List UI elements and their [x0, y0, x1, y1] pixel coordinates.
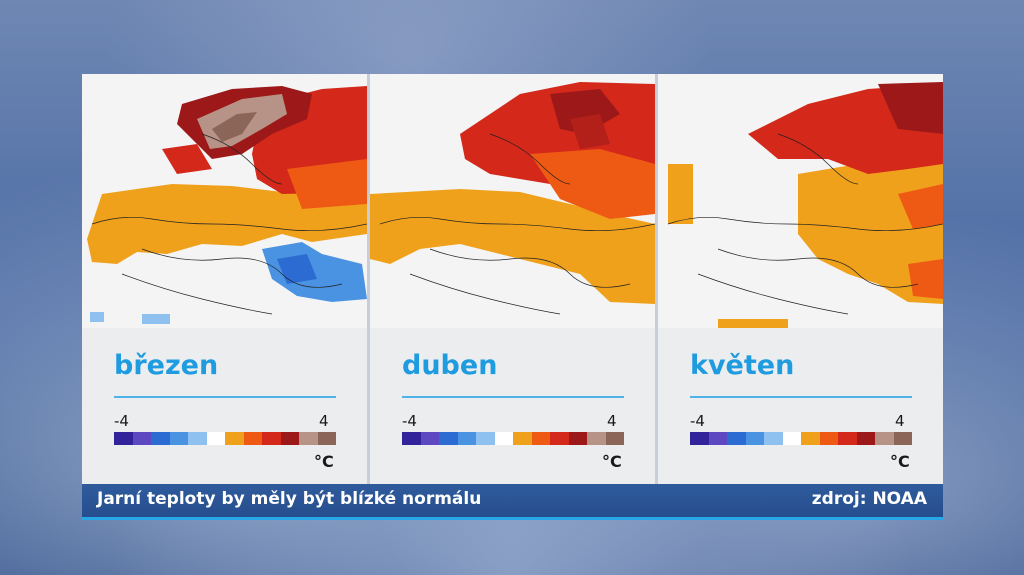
divider	[402, 396, 624, 398]
legend-swatch	[243, 432, 262, 445]
legend-swatch	[225, 432, 244, 445]
legend-swatch	[457, 432, 476, 445]
legend-swatch	[206, 432, 225, 445]
caption-bar: Jarní teploty by měly být blízké normálu…	[82, 484, 943, 520]
unit-label: °C	[602, 452, 622, 471]
legend-swatch	[550, 432, 569, 445]
legend-swatch	[476, 432, 495, 445]
scale-max-label: 4	[895, 412, 905, 430]
legend-swatch	[439, 432, 458, 445]
scale-max-label: 4	[319, 412, 329, 430]
divider	[690, 396, 912, 398]
legend-swatch	[745, 432, 764, 445]
legend-swatch	[280, 432, 299, 445]
panel-separator	[655, 74, 658, 517]
forecast-graphic: březen -4 4 °C duben -4 4	[82, 74, 943, 520]
legend-swatch	[605, 432, 624, 445]
legend-swatch	[114, 432, 133, 445]
caption-text: Jarní teploty by měly být blízké normálu	[97, 489, 482, 509]
legend-swatch	[838, 432, 857, 445]
scale-min-label: -4	[114, 412, 129, 430]
legend-swatch	[151, 432, 170, 445]
caption-underline	[82, 517, 943, 520]
legend-swatch	[708, 432, 727, 445]
legend-swatch	[317, 432, 336, 445]
scale-min-label: -4	[402, 412, 417, 430]
unit-label: °C	[314, 452, 334, 471]
legend-swatch	[893, 432, 912, 445]
month-panel-april: duben -4 4 °C	[370, 74, 655, 484]
month-label: březen	[114, 350, 219, 381]
legend-swatch	[169, 432, 188, 445]
divider	[114, 396, 336, 398]
legend-swatch	[690, 432, 709, 445]
scale-min-label: -4	[690, 412, 705, 430]
panel-separator	[367, 74, 370, 517]
legend-swatch	[188, 432, 207, 445]
legend-swatch	[568, 432, 587, 445]
legend-swatch	[764, 432, 783, 445]
source-text: zdroj: NOAA	[811, 489, 927, 509]
legend-swatch	[782, 432, 801, 445]
legend-swatch	[420, 432, 439, 445]
legend-swatch	[262, 432, 281, 445]
legend-swatch	[587, 432, 606, 445]
color-legend	[114, 432, 336, 445]
legend-swatch	[856, 432, 875, 445]
legend-swatch	[727, 432, 746, 445]
legend-swatch	[531, 432, 550, 445]
legend-swatch	[513, 432, 532, 445]
legend-swatch	[875, 432, 894, 445]
anomaly-map-march	[82, 74, 367, 328]
legend-swatch	[402, 432, 421, 445]
scale-max-label: 4	[607, 412, 617, 430]
anomaly-map-april	[370, 74, 655, 328]
legend-swatch	[132, 432, 151, 445]
color-legend	[690, 432, 912, 445]
month-label: duben	[402, 350, 498, 381]
month-panel-may: květen -4 4 °C	[658, 74, 943, 484]
color-legend	[402, 432, 624, 445]
anomaly-map-may	[658, 74, 943, 328]
legend-swatch	[801, 432, 820, 445]
month-panel-march: březen -4 4 °C	[82, 74, 367, 484]
unit-label: °C	[890, 452, 910, 471]
legend-swatch	[299, 432, 318, 445]
legend-swatch	[819, 432, 838, 445]
month-label: květen	[690, 350, 795, 381]
legend-swatch	[494, 432, 513, 445]
